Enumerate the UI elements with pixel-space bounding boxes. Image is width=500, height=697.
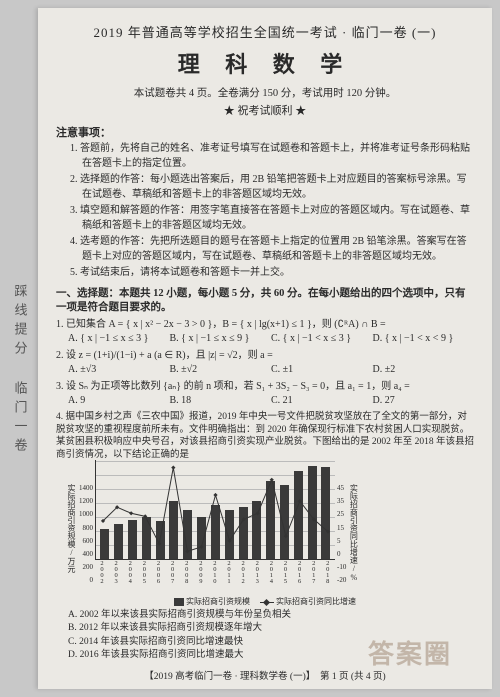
q3-opt-c: C. 21 [271, 394, 373, 408]
q2-opt-b: B. ±√2 [170, 363, 272, 377]
ytick: 600 [79, 537, 93, 545]
exam-paper: 2019 年普通高等学校招生全国统一考试 · 临门一卷 (一) 理 科 数 学 … [38, 8, 492, 689]
y-right-label: 实际招商引资同比增速/% [348, 484, 359, 584]
q2-opt-d: D. ±2 [373, 363, 475, 377]
notice-list: 1. 答题前，先将自己的姓名、准考证号填写在试题卷和答题卡上，并将准考证号条形码… [56, 142, 474, 281]
line-overlay [96, 460, 335, 559]
binding-vertical-text: 踩线提分 临门一卷 [6, 180, 34, 560]
part1-heading: 一、选择题：本题共 12 小题，每小题 5 分，共 60 分。在每小题给出的四个… [56, 287, 474, 315]
ytick: 15 [337, 524, 346, 532]
notice-item: 3. 填空题和解答题的作答：用签字笔直接答在答题卡上对应的答题区域内。写在试题卷… [70, 204, 474, 233]
q3-stem: 3. 设 Sₙ 为正项等比数列 {aₙ} 的前 n 项和，若 S₁ + 3S₂ … [56, 380, 474, 394]
q1-options: A. { x | −1 ≤ x ≤ 3 } B. { x | −1 ≤ x ≤ … [56, 332, 474, 346]
ytick: 1200 [79, 497, 93, 505]
notice-item: 1. 答题前，先将自己的姓名、准考证号填写在试题卷和答题卡上，并将准考证号条形码… [70, 142, 474, 171]
page-footer: 【2019 高考临门一卷 · 理科数学卷 (一)】 第 1 页 (共 4 页) [56, 668, 474, 682]
question-3: 3. 设 Sₙ 为正项等比数列 {aₙ} 的前 n 项和，若 S₁ + 3S₂ … [56, 380, 474, 408]
q4-options: A. 2002 年以来该县实际招商引资规模与年份呈负相关 B. 2012 年以来… [56, 609, 474, 662]
ytick: 5 [337, 537, 346, 545]
q1-opt-a: A. { x | −1 ≤ x ≤ 3 } [68, 332, 170, 346]
q2-opt-c: C. ±1 [271, 363, 373, 377]
question-1: 1. 已知集合 A = { x | x² − 2x − 3 > 0 }，B = … [56, 318, 474, 346]
q2-options: A. ±√3 B. ±√2 C. ±1 D. ±2 [56, 363, 474, 377]
question-2: 2. 设 z = (1+i)/(1−i) + a (a ∈ R)，且 |z| =… [56, 349, 474, 377]
legend-bar-swatch [174, 598, 184, 606]
ytick: 200 [79, 563, 93, 571]
ytick: 35 [337, 497, 346, 505]
q4-opt-c: C. 2014 年该县实际招商引资同比增速最快 [68, 636, 474, 649]
q4-opt-b: B. 2012 年以来该县实际招商引资规模逐年增大 [68, 622, 474, 635]
q4-opt-d: D. 2016 年该县实际招商引资同比增速最大 [68, 649, 474, 662]
q4-stem: 4. 据中国乡村之声《三农中国》报道，2019 年中央一号文件把脱贫攻坚放在了全… [56, 411, 474, 462]
ytick: -10 [337, 563, 346, 571]
q3-opt-b: B. 18 [170, 394, 272, 408]
exam-subline: 本试题卷共 4 页。全卷满分 150 分，考试用时 120 分钟。 [56, 85, 474, 100]
ytick: 0 [337, 550, 346, 558]
ytick: 1400 [79, 484, 93, 492]
q4-chart: 实际招商引资规模/万元 1400 1200 1000 800 600 400 2… [66, 466, 474, 584]
notice-item: 4. 选考题的作答：先把所选题目的题号在答题卡上指定的位置用 2B 铅笔涂黑。答… [70, 235, 474, 264]
q4-opt-a: A. 2002 年以来该县实际招商引资规模与年份呈负相关 [68, 609, 474, 622]
exam-title: 理 科 数 学 [56, 47, 474, 79]
q1-opt-c: C. { x | −1 < x ≤ 3 } [271, 332, 373, 346]
q1-opt-b: B. { x | −1 ≤ x ≤ 9 } [170, 332, 272, 346]
notice-heading: 注意事项： [56, 124, 474, 140]
q3-options: A. 9 B. 18 C. 21 D. 27 [56, 394, 474, 408]
ytick: 400 [79, 550, 93, 558]
exam-header: 2019 年普通高等学校招生全国统一考试 · 临门一卷 (一) [56, 22, 474, 41]
ytick: 25 [337, 510, 346, 518]
q3-opt-a: A. 9 [68, 394, 170, 408]
plot-area [95, 460, 335, 560]
good-luck-line: ★ 祝考试顺利 ★ [56, 102, 474, 118]
y-left-ticks: 1400 1200 1000 800 600 400 200 0 [79, 484, 93, 584]
q2-opt-a: A. ±√3 [68, 363, 170, 377]
q1-stem: 1. 已知集合 A = { x | x² − 2x − 3 > 0 }，B = … [56, 318, 474, 332]
ytick: 1000 [79, 510, 93, 518]
ytick: 800 [79, 524, 93, 532]
y-left-label: 实际招商引资规模/万元 [66, 484, 77, 584]
question-4: 4. 据中国乡村之声《三农中国》报道，2019 年中央一号文件把脱贫攻坚放在了全… [56, 411, 474, 462]
q1-opt-d: D. { x | −1 < x < 9 } [373, 332, 475, 346]
y-right-ticks: 45 35 25 15 5 0 -10 -20 [337, 484, 346, 584]
legend-bar-label: 实际招商引资规模 [186, 597, 250, 606]
x-ticks: 2002200320042005200620072008200920102011… [95, 560, 335, 584]
legend-line-label: 实际招商引资同比增速 [276, 597, 356, 606]
notice-item: 5. 考试结束后，请将本试题卷和答题卡一并上交。 [70, 266, 474, 281]
ytick: 45 [337, 484, 346, 492]
q2-stem: 2. 设 z = (1+i)/(1−i) + a (a ∈ R)，且 |z| =… [56, 349, 474, 363]
q3-opt-d: D. 27 [373, 394, 475, 408]
chart-legend: 实际招商引资规模 实际招商引资同比增速 [56, 596, 474, 607]
ytick: 0 [79, 576, 93, 584]
ytick: -20 [337, 576, 346, 584]
legend-line-swatch [260, 602, 274, 603]
notice-item: 2. 选择题的作答：每小题选出答案后，用 2B 铅笔把答题卡上对应题目的答案标号… [70, 173, 474, 202]
